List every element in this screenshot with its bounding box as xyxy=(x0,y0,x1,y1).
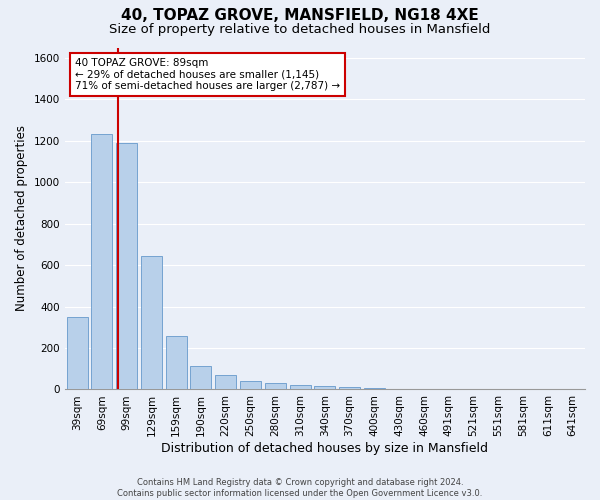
Y-axis label: Number of detached properties: Number of detached properties xyxy=(15,126,28,312)
Bar xyxy=(116,143,137,390)
X-axis label: Distribution of detached houses by size in Mansfield: Distribution of detached houses by size … xyxy=(161,442,488,455)
Bar xyxy=(166,336,187,390)
Bar xyxy=(290,386,311,390)
Text: 40 TOPAZ GROVE: 89sqm
← 29% of detached houses are smaller (1,145)
71% of semi-d: 40 TOPAZ GROVE: 89sqm ← 29% of detached … xyxy=(75,58,340,91)
Bar xyxy=(215,376,236,390)
Bar xyxy=(141,256,162,390)
Text: 40, TOPAZ GROVE, MANSFIELD, NG18 4XE: 40, TOPAZ GROVE, MANSFIELD, NG18 4XE xyxy=(121,8,479,22)
Bar xyxy=(339,386,360,390)
Bar xyxy=(190,366,211,390)
Bar xyxy=(389,389,410,390)
Bar xyxy=(265,383,286,390)
Text: Contains HM Land Registry data © Crown copyright and database right 2024.
Contai: Contains HM Land Registry data © Crown c… xyxy=(118,478,482,498)
Bar xyxy=(364,388,385,390)
Bar xyxy=(91,134,112,390)
Text: Size of property relative to detached houses in Mansfield: Size of property relative to detached ho… xyxy=(109,22,491,36)
Bar xyxy=(67,316,88,390)
Bar xyxy=(314,386,335,390)
Bar xyxy=(240,381,261,390)
